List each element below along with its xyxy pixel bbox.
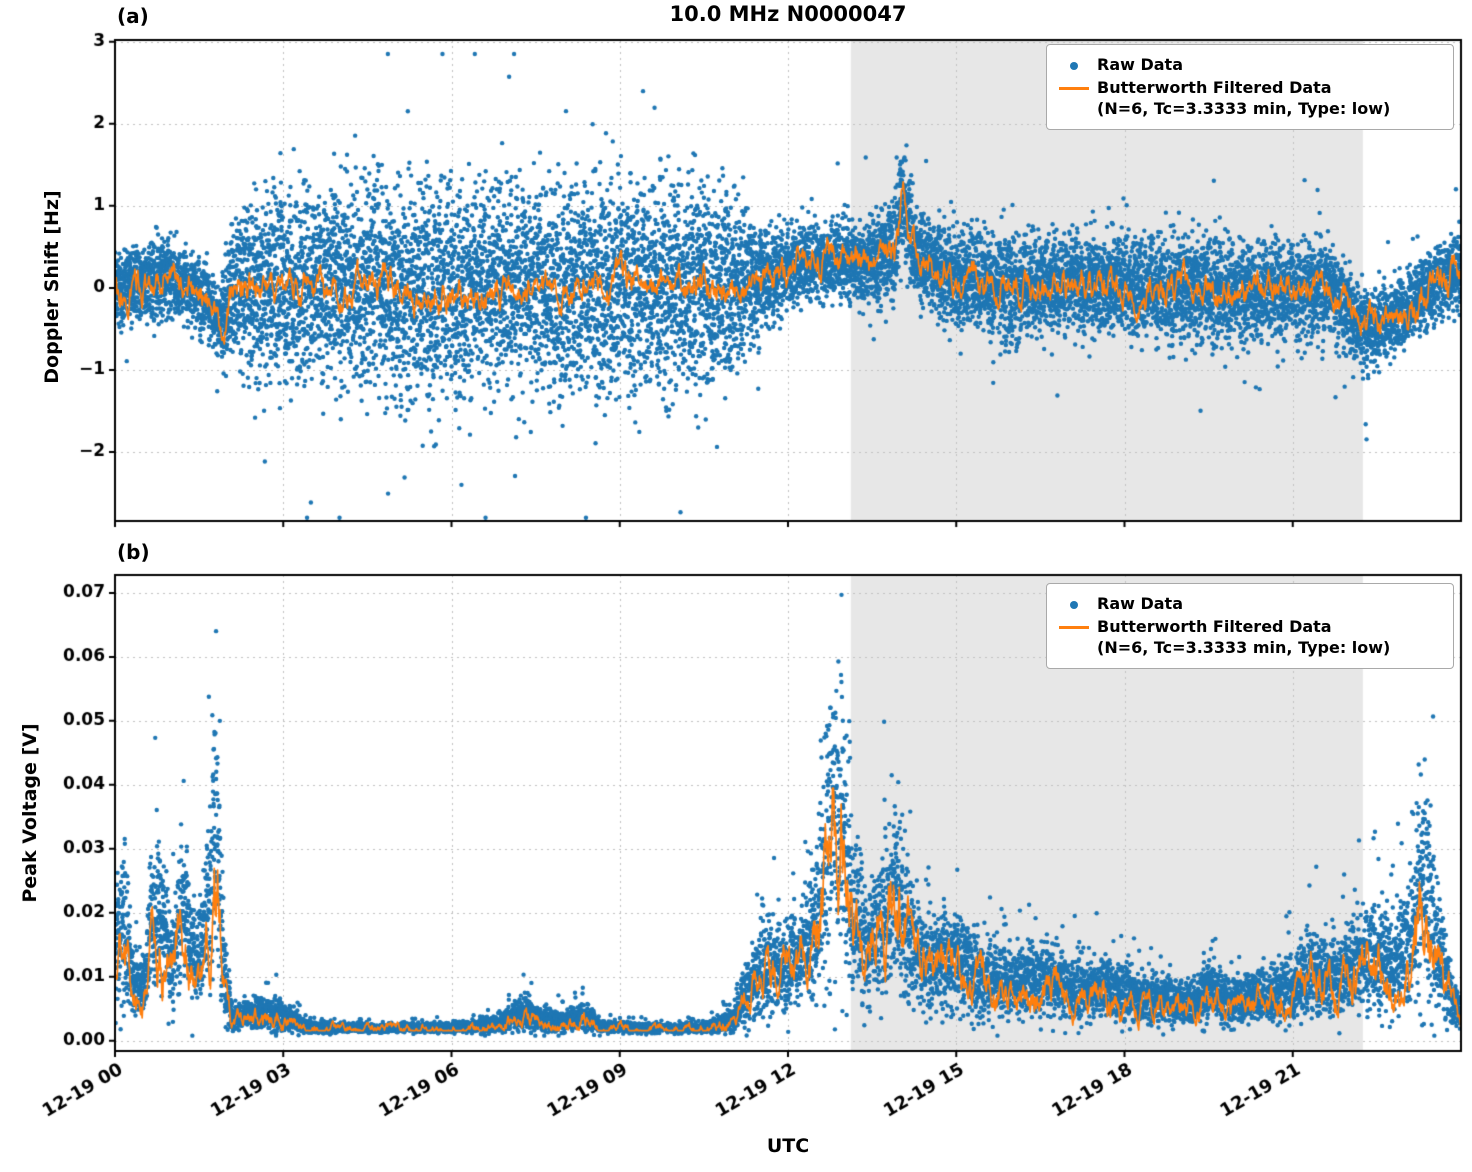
legend-filtered-sublabel: (N=6, Tc=3.3333 min, Type: low) (1097, 637, 1391, 657)
plot-title: 10.0 MHz N0000047 (669, 2, 907, 26)
legend-entry-raw: Raw Data (1051, 55, 1445, 76)
subplot-a-label: (a) (117, 4, 149, 28)
legend-subplot-b: Raw Data Butterworth Filtered Data (N=6,… (1046, 583, 1454, 670)
legend-entry-raw: Raw Data (1051, 594, 1445, 615)
y-axis-label-voltage: Peak Voltage [V] (19, 723, 41, 903)
legend-filtered-sublabel: (N=6, Tc=3.3333 min, Type: low) (1097, 98, 1391, 118)
x-axis-label: UTC (766, 1135, 810, 1157)
legend-raw-label: Raw Data (1097, 55, 1183, 74)
y-axis-label-doppler: Doppler Shift [Hz] (41, 190, 63, 384)
raw-data-dot-icon (1070, 601, 1078, 609)
legend-entry-filtered: Butterworth Filtered Data (N=6, Tc=3.333… (1051, 617, 1445, 659)
legend-subplot-a: Raw Data Butterworth Filtered Data (N=6,… (1046, 44, 1454, 131)
legend-filtered-label: Butterworth Filtered Data (1097, 77, 1332, 97)
filtered-line-icon (1059, 625, 1089, 629)
filtered-line-icon (1059, 86, 1089, 90)
legend-entry-filtered: Butterworth Filtered Data (N=6, Tc=3.333… (1051, 78, 1445, 120)
legend-raw-label: Raw Data (1097, 594, 1183, 613)
subplot-b-label: (b) (117, 540, 150, 564)
legend-filtered-label: Butterworth Filtered Data (1097, 616, 1332, 636)
raw-data-dot-icon (1070, 62, 1078, 70)
